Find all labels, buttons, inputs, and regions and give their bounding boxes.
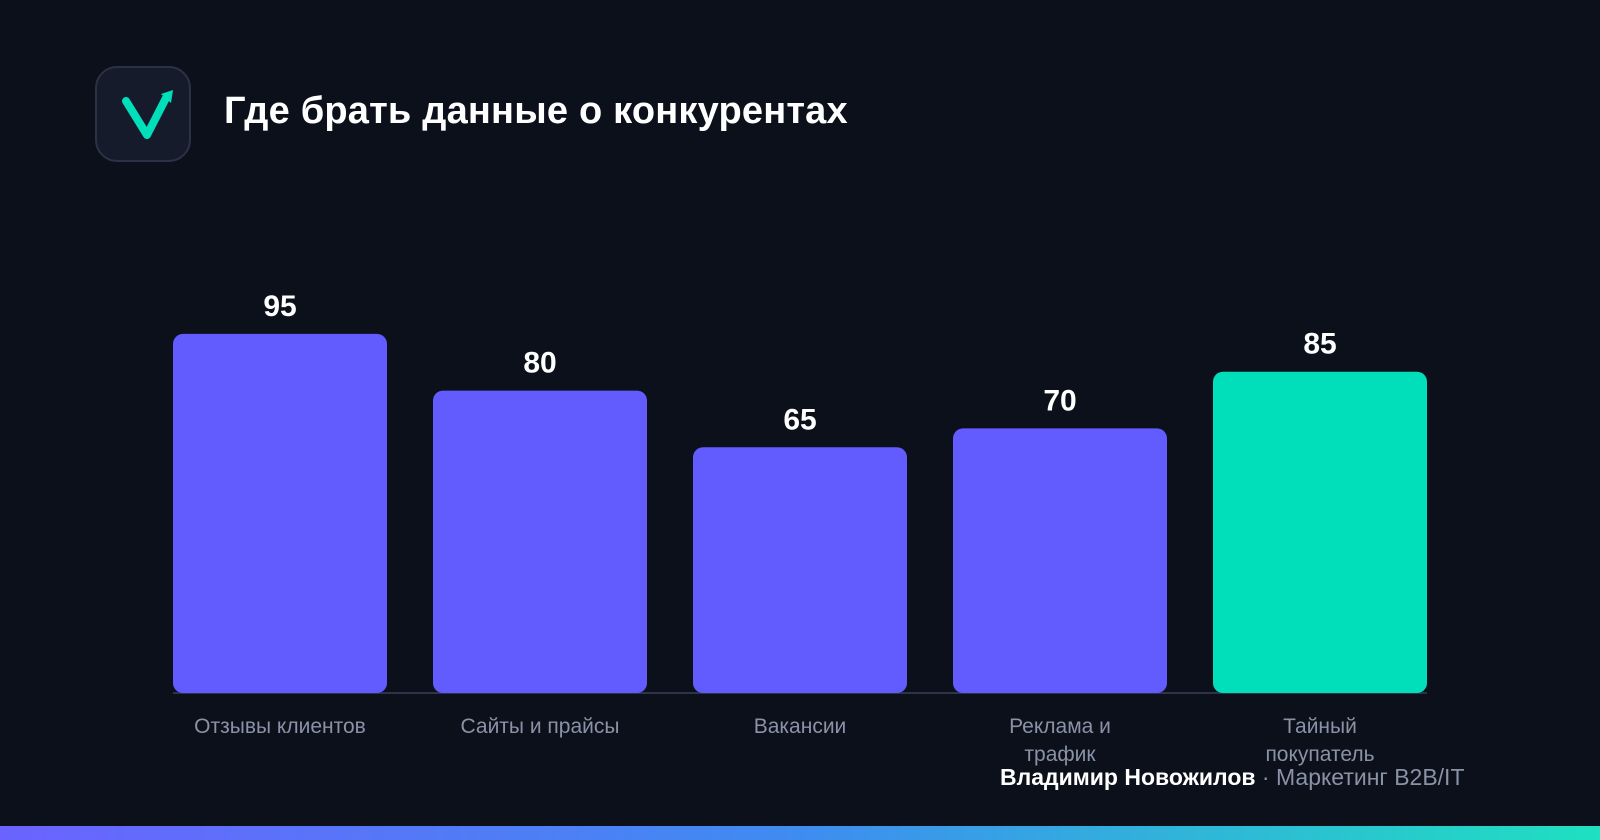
footer-tagline: Маркетинг B2B/IT	[1275, 764, 1465, 790]
footer: Владимир Новожилов · Маркетинг B2B/IT	[1000, 762, 1465, 792]
bar-value-label: 95	[263, 290, 296, 323]
footer-separator: ·	[1261, 764, 1270, 790]
category-label: Тайный	[1283, 715, 1357, 738]
bar-value-label: 70	[1043, 384, 1076, 417]
bar	[953, 428, 1167, 693]
page-title: Где брать данные о конкурентах	[224, 90, 848, 132]
category-label: Реклама и	[1009, 715, 1111, 738]
checkmark-arrow-icon	[122, 90, 173, 139]
bar-value-label: 65	[783, 403, 816, 436]
bar-value-label: 80	[523, 347, 556, 380]
logo	[95, 66, 191, 162]
bar-chart: 95 Отзывы клиентов 80 Сайты и прайсы 65 Вакан…	[173, 290, 1427, 766]
bar	[693, 447, 907, 693]
bar	[433, 390, 647, 693]
bottom-gradient-bar	[0, 826, 1600, 840]
category-label: Отзывы клиентов	[194, 715, 366, 738]
bar-value-label: 85	[1303, 328, 1336, 361]
category-label: Вакансии	[754, 715, 847, 738]
category-label: Сайты и прайсы	[461, 715, 620, 738]
category-label: покупатель	[1265, 743, 1374, 766]
author-name: Владимир Новожилов	[1000, 764, 1256, 790]
category-label: трафик	[1024, 743, 1096, 766]
bar	[173, 333, 387, 693]
bar	[1213, 371, 1427, 693]
